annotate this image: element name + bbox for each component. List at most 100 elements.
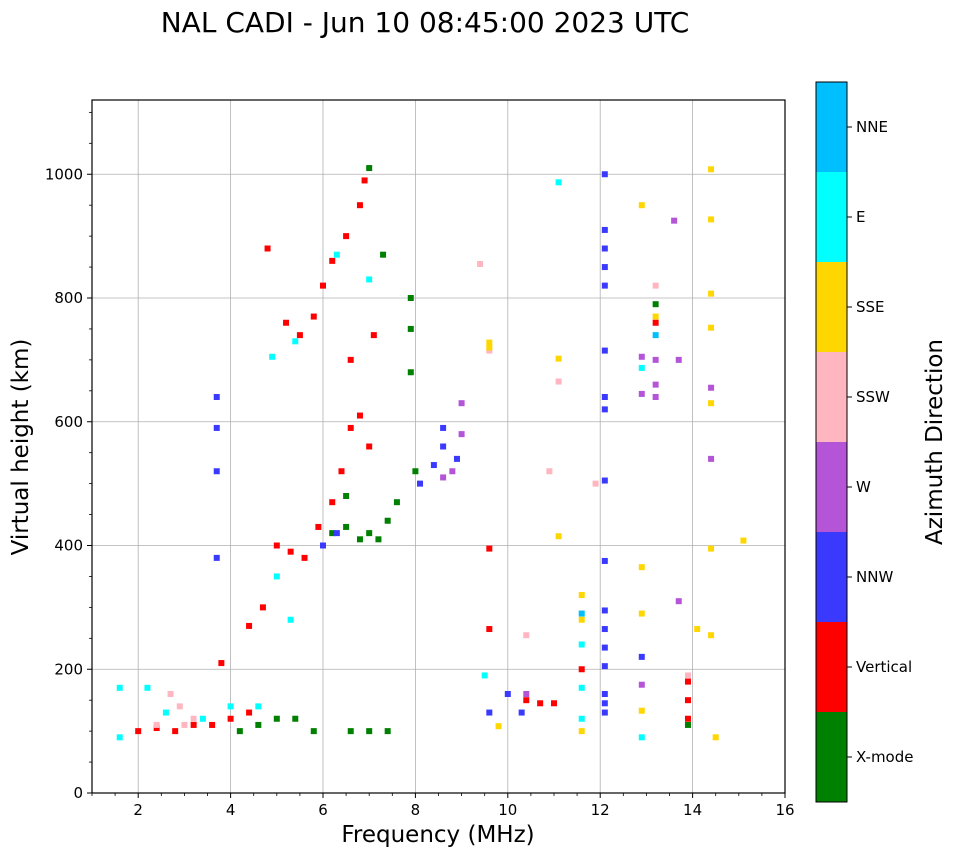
echo-point (273, 573, 280, 580)
echo-point (213, 554, 220, 561)
echo-point (181, 721, 188, 728)
echo-point (601, 394, 608, 400)
echo-point (366, 165, 373, 172)
echo-point (259, 604, 266, 611)
echo-point (708, 166, 715, 173)
colorbar-tick-label: Vertical (856, 658, 912, 676)
echo-point (213, 468, 220, 475)
echo-point (292, 338, 299, 345)
echo-point (343, 233, 350, 240)
y-tick-label: 0 (73, 784, 83, 802)
colorbar-tick-label: W (856, 478, 871, 496)
echo-point (329, 499, 336, 506)
echo-point (601, 282, 608, 289)
echo-point (684, 697, 691, 704)
echo-point (273, 715, 280, 722)
y-tick-label: 800 (54, 289, 83, 307)
echo-point (684, 715, 691, 722)
echo-point (190, 715, 197, 722)
echo-point (227, 715, 234, 722)
echo-point (116, 734, 123, 741)
echo-point (601, 226, 608, 233)
echo-point (199, 715, 206, 722)
echo-point (708, 632, 715, 639)
echo-point (417, 480, 424, 487)
y-axis: 0 200 400 600 800 1000 (45, 111, 92, 802)
echo-point (555, 378, 562, 385)
echo-point (486, 626, 493, 633)
colorbar-segment (816, 622, 847, 712)
echo-point (601, 644, 608, 651)
x-tick-label: 16 (775, 801, 794, 819)
echo-point (287, 548, 294, 555)
echo-point (440, 474, 447, 481)
colorbar-segment (816, 352, 847, 442)
echo-point (356, 536, 363, 543)
echo-point (320, 542, 326, 549)
echo-point (523, 697, 530, 704)
colorbar-segment (816, 532, 847, 622)
echo-point (652, 313, 659, 320)
echo-point (269, 353, 276, 360)
echo-point (601, 626, 608, 633)
echo-point (440, 424, 447, 431)
echo-point (458, 400, 465, 407)
echo-point (486, 709, 493, 716)
echo-point (135, 728, 142, 735)
x-tick-label: 6 (318, 801, 328, 819)
colorbar: X-mode Vertical NNW W SSW SSE E NNE (815, 81, 913, 803)
echo-point (172, 728, 179, 735)
echo-point (412, 468, 419, 475)
echo-point (153, 725, 160, 732)
echo-point (601, 406, 608, 413)
echo-points (116, 165, 747, 741)
echo-point (347, 728, 354, 735)
echo-point (384, 517, 391, 524)
echo-point (347, 356, 354, 363)
echo-point (333, 530, 340, 537)
echo-point (296, 332, 303, 339)
echo-point (652, 394, 659, 400)
echo-point (551, 700, 557, 707)
colorbar-segment (816, 442, 847, 532)
echo-point (329, 530, 336, 537)
echo-point (370, 332, 377, 339)
echo-point (273, 542, 280, 549)
echo-point (246, 709, 253, 716)
echo-point (375, 536, 382, 543)
echo-point (601, 264, 608, 271)
echo-point (601, 700, 608, 707)
echo-point (407, 295, 414, 301)
echo-point (255, 721, 262, 728)
echo-point (638, 610, 645, 617)
echo-point (712, 734, 719, 741)
echo-point (638, 681, 645, 688)
echo-point (601, 607, 608, 614)
echo-point (546, 468, 553, 475)
echo-point (601, 245, 608, 252)
echo-point (347, 424, 354, 431)
colorbar-tick-label: E (856, 208, 865, 226)
echo-point (578, 641, 585, 648)
echo-point (675, 598, 682, 605)
x-tick-label: 2 (133, 801, 143, 819)
colorbar-segment (816, 262, 847, 352)
echo-point (638, 364, 645, 371)
echo-point (366, 276, 373, 283)
x-axis-label: Frequency (MHz) (341, 822, 534, 848)
echo-point (578, 610, 585, 617)
echo-point (578, 715, 585, 722)
echo-point (555, 355, 562, 362)
echo-point (578, 592, 585, 598)
colorbar-tick-label: SSW (856, 388, 890, 406)
echo-point (740, 537, 747, 544)
echo-point (638, 734, 645, 741)
echo-point (675, 356, 682, 363)
x-tick-label: 12 (591, 801, 610, 819)
echo-point (518, 709, 525, 716)
echo-point (477, 260, 484, 267)
echo-point (708, 324, 715, 331)
echo-point (361, 177, 368, 184)
echo-point (116, 684, 123, 691)
